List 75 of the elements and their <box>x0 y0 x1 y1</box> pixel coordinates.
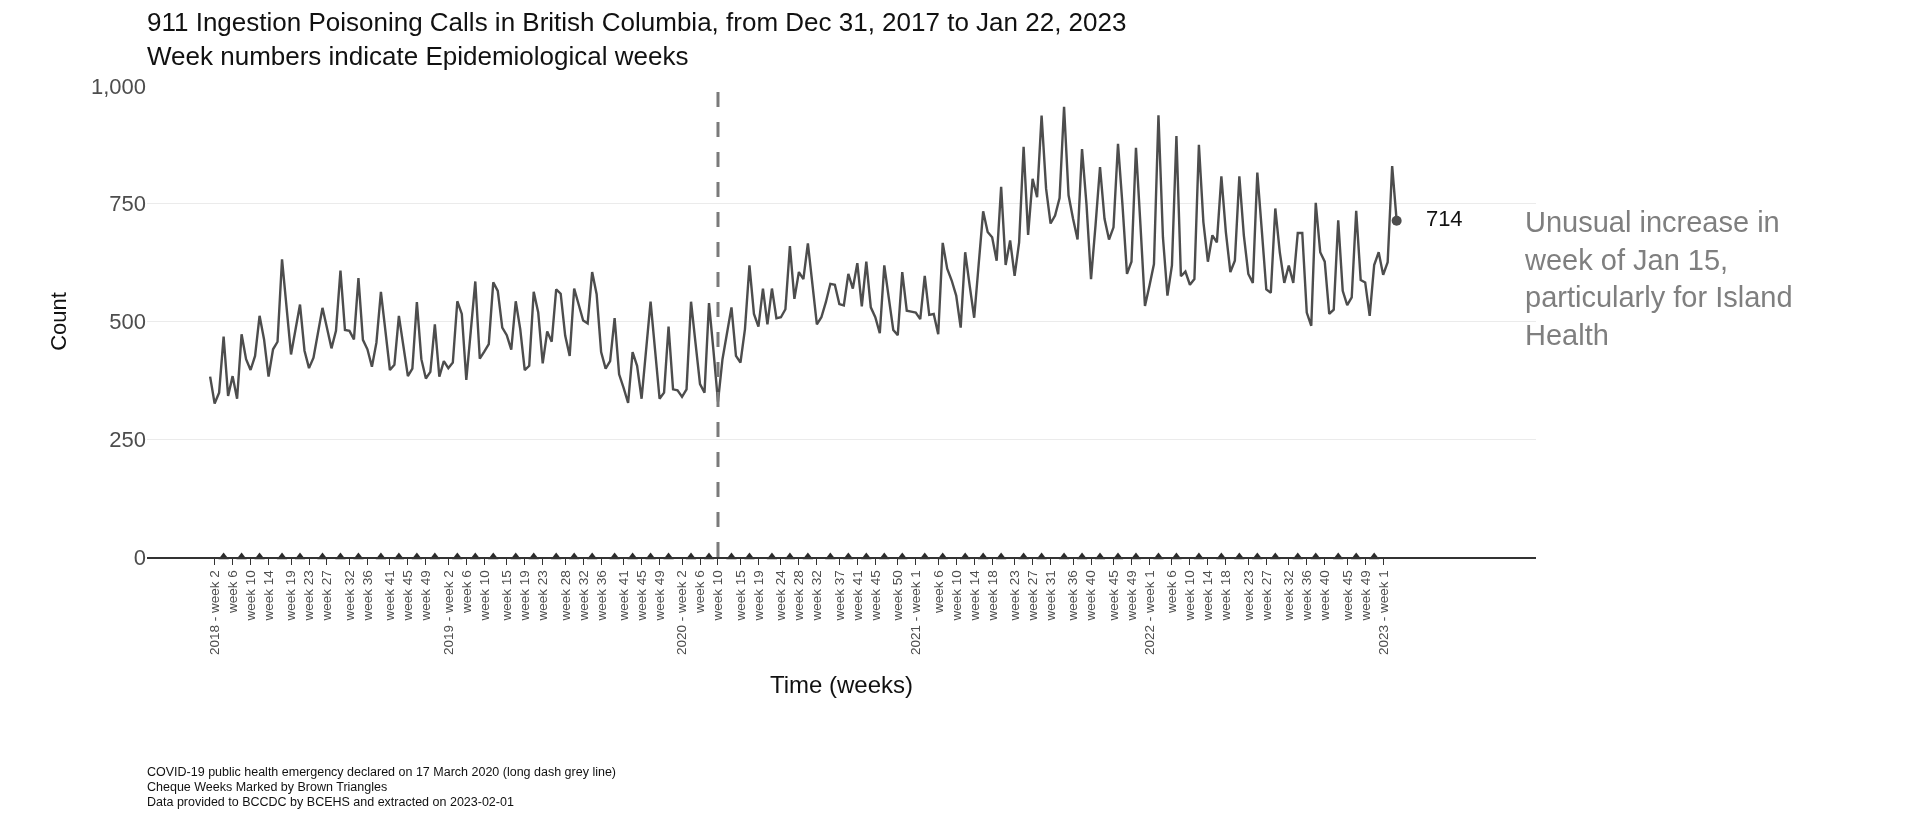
x-tick-label: week 6 <box>930 570 946 614</box>
x-tick-label: week 10 <box>242 570 258 622</box>
x-tick-label: week 50 <box>890 570 906 622</box>
text: COVID-19 public health emergency declared on 17 March 2020 (long dash grey line) <box>147 765 617 779</box>
x-tick-label: week 36 <box>1299 570 1315 622</box>
x-tick-label: week 27 <box>1258 570 1274 622</box>
x-tick-label: week 19 <box>750 570 766 622</box>
x-tick-label: week 49 <box>418 570 434 622</box>
y-tick-label: 750 <box>109 191 146 217</box>
y-tick-label: 0 <box>133 544 146 570</box>
x-tick-label: week 32 <box>1281 570 1297 622</box>
x-tick-label: week 27 <box>319 570 335 622</box>
x-tick-label: week 19 <box>517 570 533 622</box>
x-tick-label: week 36 <box>593 570 609 622</box>
text: Data provided to BCCDC by BCEHS and extracted on 2023-02-01 <box>147 795 514 809</box>
x-tick-label: week 40 <box>1083 570 1099 622</box>
x-tick-label: 2023 - week 1 <box>1375 570 1391 655</box>
x-tick-label: week 10 <box>476 570 492 622</box>
x-axis-title: Time (weeks) <box>769 670 914 698</box>
x-tick-label: week 32 <box>809 570 825 622</box>
y-tick-label: 250 <box>109 426 146 452</box>
x-tick-label: week 15 <box>732 570 748 622</box>
x-tick-label: 2021 - week 1 <box>908 570 924 655</box>
x-tick-label: week 6 <box>224 570 240 614</box>
x-tick-label: week 27 <box>1024 570 1040 622</box>
x-tick-label: week 49 <box>1123 570 1139 622</box>
x-tick-label: week 18 <box>1218 570 1234 622</box>
x-tick-label: week 41 <box>616 570 631 622</box>
x-tick-label: week 28 <box>791 570 807 622</box>
x-tick-label: week 6 <box>692 570 708 614</box>
x-tick-label: week 28 <box>557 570 573 622</box>
x-tick-label: week 32 <box>575 570 591 622</box>
y-tick-label: 500 <box>109 309 146 335</box>
x-tick-label: week 23 <box>535 570 551 622</box>
x-tick-label: 2019 - week 2 <box>440 570 456 655</box>
x-tick-label: week 19 <box>283 570 299 622</box>
x-tick-label: week 45 <box>1339 570 1355 622</box>
x-tick-label: week 18 <box>984 570 1000 622</box>
x-tick-label: week 49 <box>651 570 667 622</box>
x-tick-label: 2020 - week 2 <box>674 570 690 655</box>
x-tick-label: week 14 <box>260 569 276 622</box>
y-tick-label: 1,000 <box>90 73 146 99</box>
x-tick-label: week 45 <box>1105 570 1121 622</box>
x-tick-label: week 23 <box>301 570 317 622</box>
x-tick-label: week 45 <box>400 570 416 622</box>
x-tick-label: week 6 <box>1164 570 1180 614</box>
x-tick-label: week 15 <box>499 570 515 622</box>
x-tick-label: week 10 <box>1182 570 1198 622</box>
x-tick-label: week 36 <box>1065 570 1081 622</box>
x-tick-label: week 23 <box>1240 570 1256 622</box>
x-tick-label: week 14 <box>966 569 982 622</box>
data-label: 714 <box>1403 206 1463 232</box>
x-tick-label: week 45 <box>633 570 649 622</box>
x-tick-label: week 32 <box>341 570 357 622</box>
x-tick-label: week 41 <box>849 570 865 622</box>
x-tick-label: week 45 <box>867 570 883 622</box>
chart-subtitle: Week numbers indicate Epidemiological weeks <box>147 40 689 71</box>
x-tick-label: week 37 <box>831 570 847 622</box>
x-tick-label: 2022 - week 1 <box>1141 570 1157 655</box>
x-tick-label: week 10 <box>948 570 964 622</box>
y-axis-title: Count <box>45 292 71 351</box>
x-tick-label: week 36 <box>359 570 375 622</box>
x-tick-label: week 41 <box>382 570 398 622</box>
x-tick-label: week 23 <box>1007 570 1023 622</box>
x-tick-label: week 6 <box>458 570 474 614</box>
x-tick-label: 2018 - week 2 <box>207 570 223 655</box>
x-tick-label: week 49 <box>1357 570 1373 622</box>
x-tick-label: week 10 <box>710 570 726 622</box>
x-tick-label: week 40 <box>1317 570 1333 622</box>
x-tick-label: week 24 <box>773 569 789 622</box>
text: Cheque Weeks Marked by Brown Triangles <box>147 780 388 794</box>
x-tick-label: week 14 <box>1200 569 1216 622</box>
chart-title: 911 Ingestion Poisoning Calls in British Columbia, from Dec 31, 2017 to Jan 22, 2023 <box>147 7 1127 38</box>
text: Unusual increase in week of Jan 15, particularly for Island Health <box>1524 206 1793 352</box>
x-tick-label: week 31 <box>1042 570 1058 622</box>
